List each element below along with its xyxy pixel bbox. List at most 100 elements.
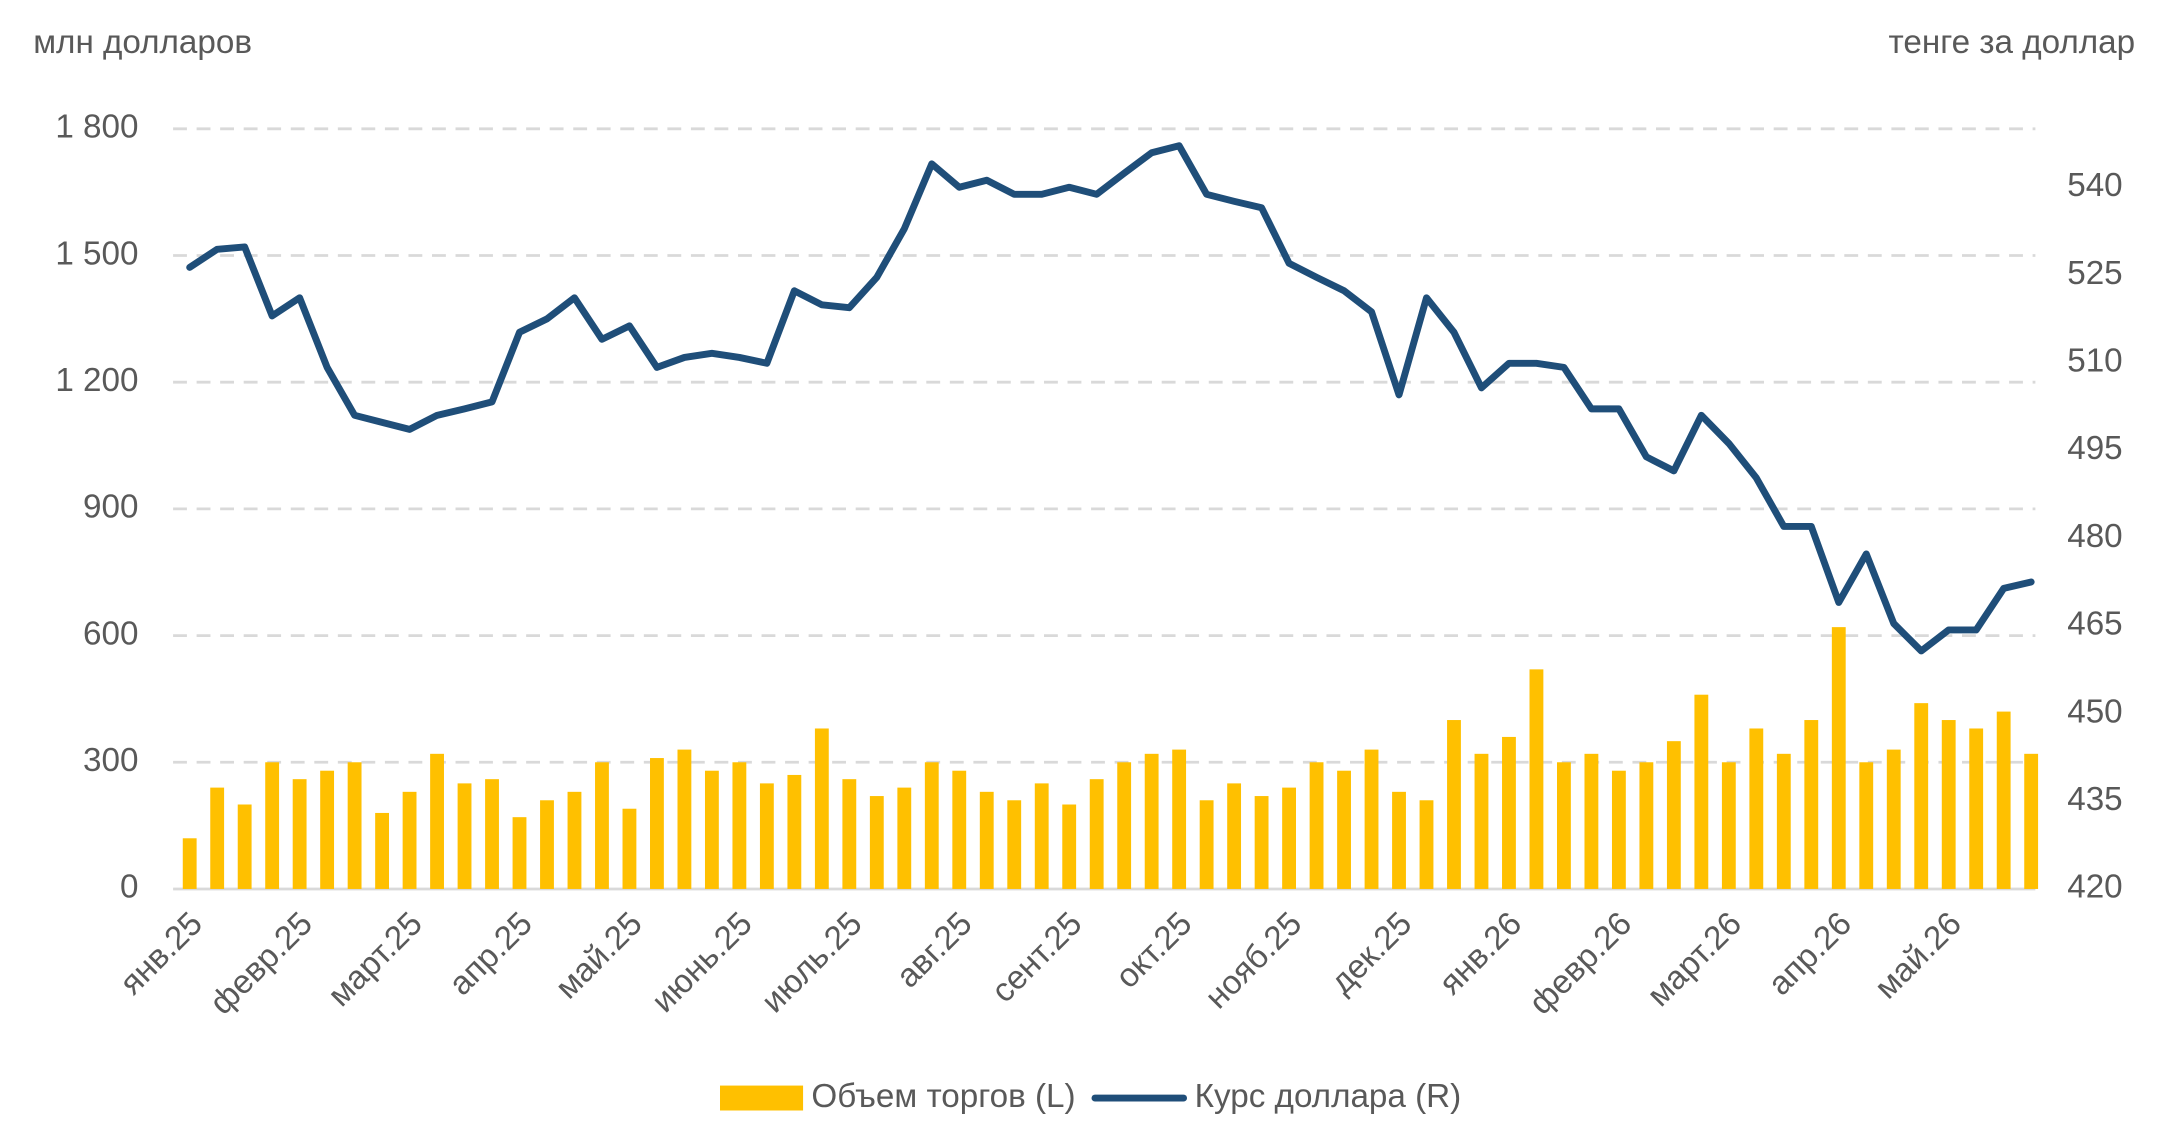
- y2-tick-label: 540: [2067, 167, 2122, 204]
- y-tick-label: 900: [83, 489, 138, 526]
- x-tick-label: май.25: [548, 905, 649, 1006]
- bar: [1034, 783, 1049, 889]
- bar: [1199, 800, 1214, 889]
- bar: [1611, 770, 1626, 889]
- y2-tick-label: 495: [2067, 430, 2122, 467]
- bar: [869, 796, 884, 889]
- bar: [182, 838, 197, 889]
- bar: [622, 808, 637, 889]
- y-tick-label: 1 800: [55, 109, 138, 146]
- x-tick-label: февр.26: [1522, 905, 1639, 1022]
- bar: [732, 762, 747, 889]
- bar: [1584, 753, 1599, 889]
- bar: [650, 758, 664, 889]
- bar: [210, 787, 225, 889]
- bar: [485, 779, 499, 889]
- line: [186, 142, 2035, 655]
- x-tick-label: нояб.25: [1198, 905, 1309, 1016]
- bar: [1227, 783, 1242, 889]
- y-tick-label: 600: [83, 615, 138, 652]
- y2-tick-label: 510: [2067, 342, 2122, 379]
- bar: [540, 800, 554, 889]
- y2-axis-label: тенге за доллар: [1889, 24, 2136, 61]
- legend-swatch: [720, 1085, 804, 1111]
- y-tick-label: 1 500: [55, 235, 138, 272]
- x-tick-label: дек.25: [1323, 905, 1419, 1001]
- x-tick-label: апр.26: [1761, 905, 1859, 1003]
- bar: [1694, 694, 1709, 889]
- bar: [1062, 804, 1077, 889]
- bar: [1117, 762, 1132, 889]
- x-tick-label: сент.25: [985, 905, 1090, 1010]
- bar: [1144, 753, 1159, 889]
- x-tick-label: июнь.25: [645, 905, 760, 1020]
- bar: [1831, 627, 1846, 889]
- y-axis-label: млн долларов: [33, 24, 252, 61]
- bar: [1804, 720, 1819, 889]
- y-tick-label: 300: [83, 742, 138, 779]
- bar: [1337, 770, 1351, 889]
- bar: [952, 770, 967, 889]
- x-tick-label: янв.26: [1432, 905, 1529, 1002]
- bar: [1886, 749, 1901, 889]
- x-tick-label: окт.25: [1109, 905, 1200, 996]
- y2-tick-label: 435: [2067, 781, 2122, 818]
- bar: [814, 728, 829, 889]
- bar: [292, 779, 307, 889]
- bar: [1309, 762, 1324, 889]
- legend-label: Курс доллара (R): [1195, 1078, 1462, 1115]
- bar: [512, 817, 527, 889]
- bar: [979, 791, 994, 889]
- bar: [2024, 753, 2039, 889]
- bar: [677, 749, 692, 889]
- bar: [1721, 762, 1736, 889]
- y2-tick-label: 450: [2067, 693, 2122, 730]
- bar: [402, 791, 417, 889]
- bar: [1419, 800, 1434, 889]
- x-tick-label: май.26: [1868, 905, 1969, 1006]
- bar: [347, 762, 362, 889]
- y2-tick-label: 525: [2067, 255, 2122, 292]
- bar: [1941, 720, 1956, 889]
- x-tick-label: апр.25: [442, 905, 540, 1003]
- bar: [1557, 762, 1571, 889]
- y2-tick-label: 480: [2067, 518, 2122, 555]
- bar: [237, 804, 252, 889]
- x-tick-label: авг.25: [889, 905, 979, 995]
- y2-tick-label: 465: [2067, 606, 2122, 643]
- bar: [1969, 728, 1984, 889]
- bar: [1447, 720, 1461, 889]
- bar: [1666, 741, 1681, 889]
- bar: [1474, 753, 1489, 889]
- bar: [1007, 800, 1022, 889]
- bar: [1392, 791, 1406, 889]
- bar: [595, 762, 609, 889]
- bar: [704, 770, 719, 889]
- bar: [375, 812, 390, 889]
- bar: [1996, 711, 2011, 889]
- bar: [897, 787, 912, 889]
- bar: [1914, 703, 1929, 889]
- bar: [1639, 762, 1654, 889]
- y2-tick-label: 420: [2067, 869, 2122, 906]
- bar: [787, 774, 802, 889]
- bar: [1749, 728, 1764, 889]
- y-tick-label: 0: [120, 869, 138, 906]
- bar: [567, 791, 582, 889]
- x-tick-label: янв.25: [113, 905, 210, 1002]
- bar: [842, 779, 857, 889]
- bar: [430, 753, 444, 889]
- bar: [265, 762, 280, 889]
- bar: [1776, 753, 1791, 889]
- x-tick-label: март.26: [1640, 905, 1749, 1014]
- y-tick-label: 1 200: [55, 362, 138, 399]
- x-tick-label: февр.25: [203, 905, 320, 1022]
- bar: [1282, 787, 1296, 889]
- x-tick-label: июль.25: [755, 905, 870, 1020]
- bar: [1529, 669, 1544, 889]
- bar: [924, 762, 939, 889]
- bar: [320, 770, 335, 889]
- bar: [1254, 796, 1269, 889]
- x-tick-label: март.25: [321, 905, 430, 1014]
